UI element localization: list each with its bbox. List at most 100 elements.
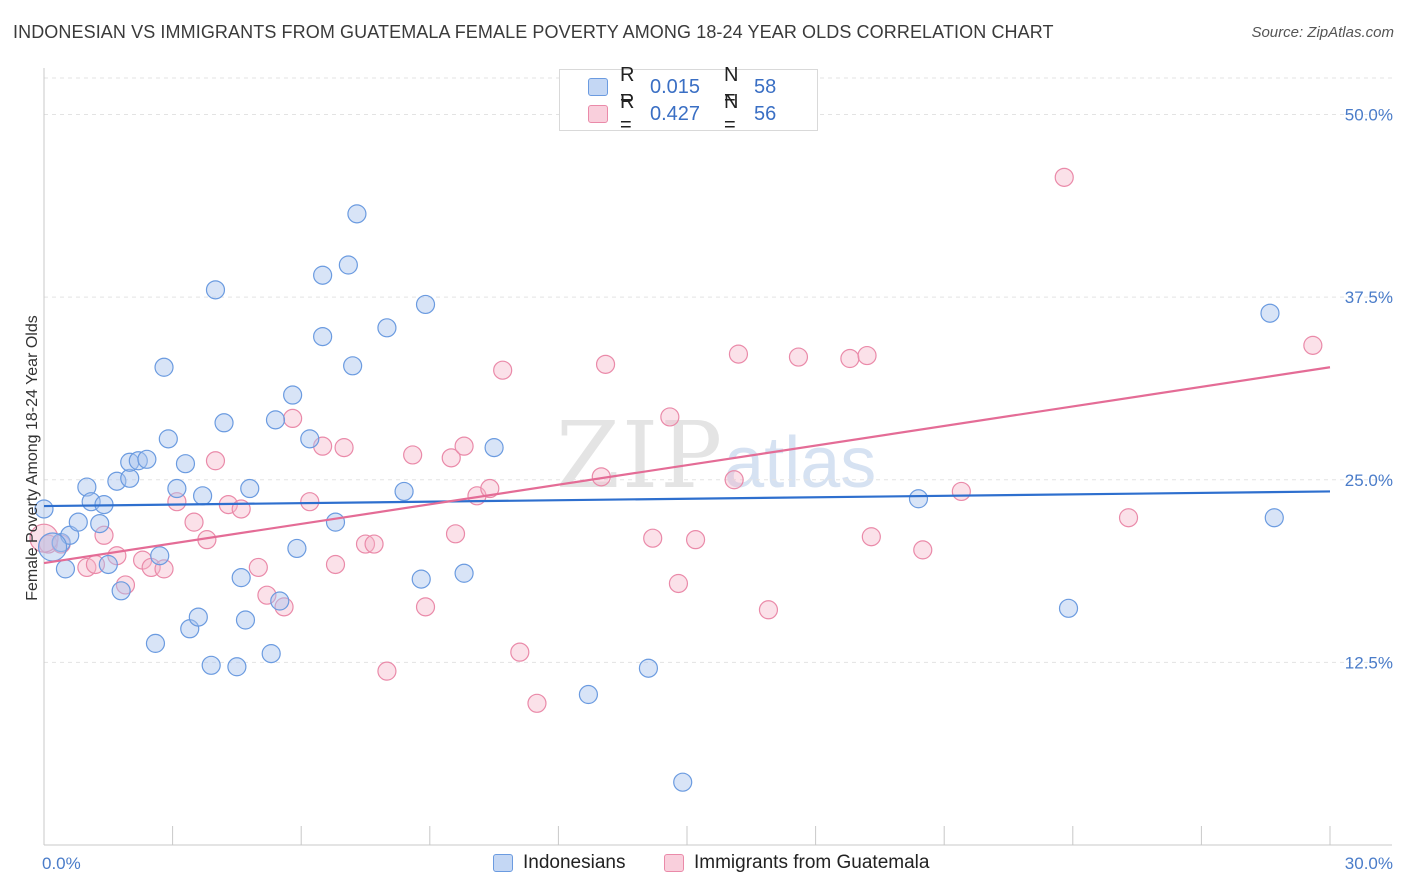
- guatemala-point: [643, 528, 663, 548]
- indonesian-point: [270, 591, 290, 611]
- indonesian-point: [283, 385, 303, 405]
- guatemala-point: [480, 478, 500, 499]
- indonesian-point: [240, 478, 260, 499]
- indonesian-point: [150, 546, 170, 566]
- y-tick-label: 12.5%: [1345, 653, 1393, 672]
- legend-n-value: 58: [754, 75, 777, 98]
- indonesian-point: [908, 489, 929, 509]
- indonesian-point: [313, 265, 333, 285]
- guatemala-point: [441, 448, 461, 468]
- y-tick-label: 25.0%: [1345, 471, 1393, 490]
- guatemala-point: [660, 407, 680, 427]
- legend-row-indonesians: R = 0.015 N = 58: [560, 64, 777, 109]
- guatemala-point: [685, 530, 706, 550]
- indonesian-point: [287, 538, 307, 559]
- indonesian-point: [120, 468, 140, 488]
- indonesian-point: [638, 658, 659, 678]
- legend-swatch-pink: [664, 854, 684, 872]
- series-guatemala-points: [29, 167, 1323, 713]
- indonesian-point: [484, 438, 504, 458]
- indonesian-point: [1264, 508, 1284, 528]
- x-tick-label-min: 0.0%: [42, 854, 81, 873]
- indonesian-point: [325, 512, 346, 532]
- indonesian-point: [90, 513, 110, 534]
- guatemala-point: [595, 354, 616, 374]
- guatemala-point: [334, 438, 354, 458]
- chart-title: INDONESIAN VS IMMIGRANTS FROM GUATEMALA …: [13, 22, 1054, 42]
- legend-label-guatemala: Immigrants from Guatemala: [694, 852, 930, 873]
- legend-swatch-blue: [493, 854, 513, 872]
- guatemala-point: [861, 527, 881, 547]
- legend-row-guatemala: R = 0.427 N = 56: [560, 91, 777, 136]
- guatemala-point: [29, 523, 59, 553]
- axes: [43, 68, 1392, 846]
- indonesian-point: [175, 454, 196, 474]
- y-tick-label: 37.5%: [1345, 288, 1393, 307]
- guatemala-point: [668, 573, 689, 594]
- indonesian-point: [158, 429, 178, 449]
- guatemala-point: [325, 554, 346, 575]
- legend-r-label: R =: [620, 91, 635, 136]
- trend-line-guatemala: [43, 366, 1331, 565]
- indonesian-point: [313, 326, 333, 347]
- guatemala-point: [510, 642, 530, 662]
- indonesian-point: [300, 429, 320, 449]
- guatemala-point: [493, 360, 513, 380]
- indonesian-point: [201, 655, 221, 675]
- x-tick-label-max: 30.0%: [1345, 854, 1393, 873]
- guatemala-point: [788, 347, 809, 367]
- correlation-legend: R = 0.015 N = 58 R = 0.427 N = 56: [559, 64, 818, 136]
- indonesian-point: [415, 294, 436, 315]
- watermark-atlas: atlas: [724, 423, 877, 503]
- guatemala-point: [205, 451, 226, 471]
- y-tick-label: 50.0%: [1345, 106, 1393, 125]
- indonesian-point: [411, 569, 431, 589]
- indonesian-point: [578, 684, 599, 705]
- indonesian-point: [265, 410, 286, 430]
- guatemala-point: [248, 557, 268, 578]
- bottom-legend: Indonesians Immigrants from Guatemala: [0, 852, 1406, 876]
- indonesian-point: [34, 499, 54, 519]
- guatemala-point: [445, 524, 466, 544]
- indonesian-point: [98, 554, 118, 575]
- indonesian-point: [193, 486, 213, 506]
- indonesian-point: [343, 356, 363, 376]
- indonesian-point: [55, 559, 76, 579]
- trend-line-indonesians: [43, 490, 1331, 508]
- legend-n-label: N =: [724, 91, 739, 136]
- indonesian-point: [454, 563, 474, 583]
- indonesian-point: [227, 657, 247, 677]
- indonesian-point: [68, 512, 88, 532]
- indonesian-point: [214, 413, 234, 433]
- series-indonesians-points: [34, 204, 1284, 792]
- legend-swatch-pink: [588, 105, 608, 123]
- indonesian-point: [347, 204, 367, 224]
- legend-n-label: N =: [724, 64, 739, 109]
- indonesian-point: [235, 610, 256, 630]
- guatemala-point: [300, 492, 320, 512]
- guatemala-point: [1054, 167, 1074, 187]
- legend-n-value: 56: [754, 102, 777, 125]
- legend-item-indonesians: Indonesians: [493, 852, 625, 874]
- guatemala-point: [913, 540, 933, 560]
- source-label: Source: ZipAtlas.com: [1251, 24, 1394, 41]
- guatemala-point: [527, 693, 547, 713]
- guatemala-point: [951, 481, 971, 502]
- y-axis-label: Female Poverty Among 18-24 Year Olds: [24, 315, 41, 601]
- watermark-zip: ZIP: [556, 402, 725, 509]
- indonesian-point: [77, 477, 97, 497]
- legend-swatch-blue: [588, 78, 608, 96]
- indonesian-point: [338, 255, 358, 275]
- trend-lines: [43, 366, 1331, 565]
- indonesian-point: [154, 357, 174, 377]
- guatemala-point: [1118, 508, 1139, 528]
- indonesian-point: [188, 607, 208, 627]
- guatemala-point: [283, 408, 303, 429]
- guatemala-point: [724, 470, 744, 490]
- indonesian-point: [1058, 598, 1079, 618]
- indonesian-point: [145, 633, 166, 653]
- watermark: ZIPatlas: [556, 402, 876, 509]
- indonesian-point: [167, 478, 187, 499]
- guatemala-point: [94, 525, 114, 545]
